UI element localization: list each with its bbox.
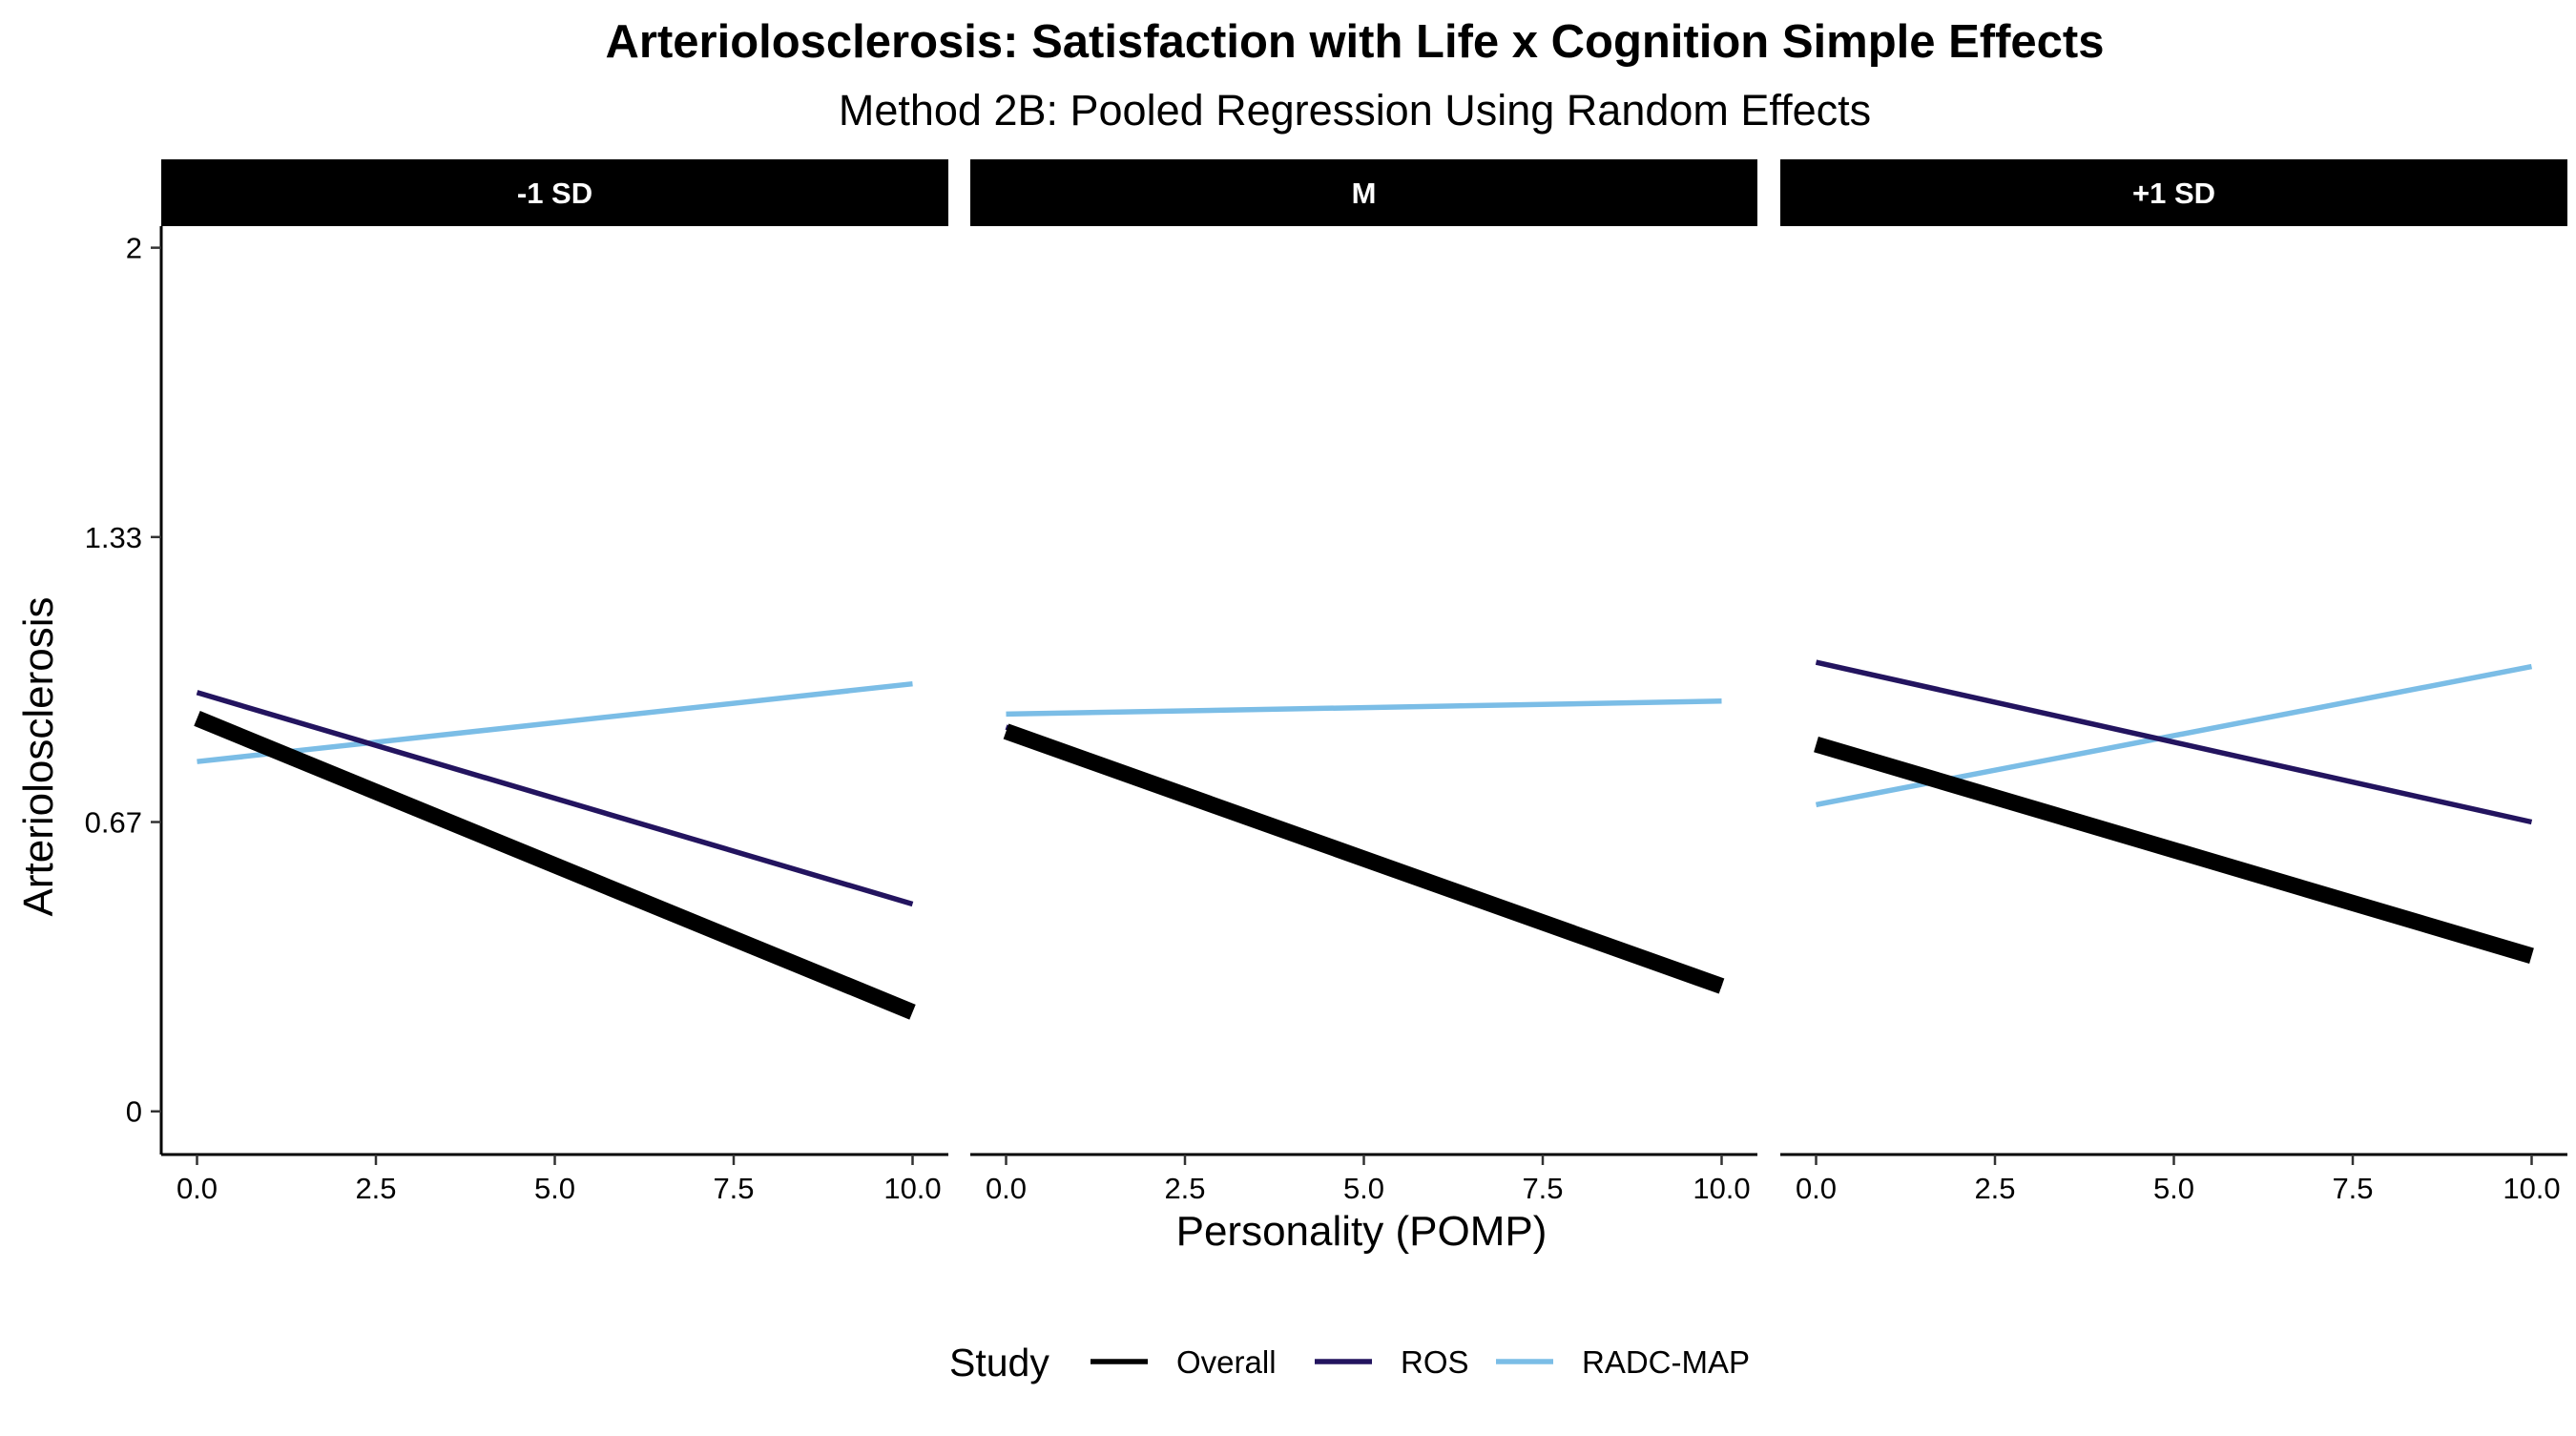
series-line-ros — [1815, 659, 2533, 825]
y-axis: 0 0.67 1.33 2 — [85, 226, 163, 1155]
x-tick-label: 2.5 — [355, 1172, 396, 1205]
y-tick-label: 1.33 — [85, 521, 142, 554]
x-axis-title: Personality (POMP) — [1176, 1208, 1548, 1255]
facet-panel: M 0.0 2.5 5.0 7.5 10.0 — [970, 159, 1757, 1205]
x-tick-label: 2.5 — [1974, 1172, 2015, 1205]
legend-title: Study — [949, 1341, 1049, 1384]
x-tick-label: 5.0 — [534, 1172, 575, 1205]
facet-panel: -1 SD 0.0 2.5 5.0 7.5 10.0 — [161, 159, 948, 1205]
series-line-radc-map — [1006, 698, 1722, 718]
series-line-radc-map — [197, 680, 913, 764]
series-line-overall — [1003, 723, 1725, 994]
series-line-overall — [194, 711, 916, 1020]
x-tick-label: 7.5 — [2332, 1172, 2373, 1205]
facet-strip — [161, 159, 948, 226]
chart-subtitle: Method 2B: Pooled Regression Using Rando… — [839, 86, 1871, 135]
x-tick-label: 7.5 — [1522, 1172, 1563, 1205]
x-tick-label: 10.0 — [883, 1172, 941, 1205]
x-tick-label: 5.0 — [1343, 1172, 1384, 1205]
facet-panels: -1 SD0.0 2.5 5.0 7.5 10.0M0.0 2.5 5.0 7.5 10.0+1… — [161, 159, 2567, 1205]
facet-panel: +1 SD 0.0 2.5 5.0 7.5 10.0 — [1780, 159, 2567, 1205]
x-tick-label: 10.0 — [2503, 1172, 2560, 1205]
x-tick-label: 2.5 — [1164, 1172, 1205, 1205]
y-tick-label: 2 — [126, 232, 142, 265]
facet-strip — [970, 159, 1757, 226]
y-axis-title: Arteriolosclerosis — [15, 597, 62, 917]
y-tick-label: 0 — [126, 1095, 142, 1129]
series-line-overall — [1814, 736, 2534, 964]
chart-title: Arteriolosclerosis: Satisfaction with Li… — [606, 16, 2105, 68]
x-tick-label: 10.0 — [1693, 1172, 1750, 1205]
x-tick-label: 0.0 — [177, 1172, 218, 1205]
series-line-ros — [196, 690, 914, 907]
x-tick-label: 5.0 — [2153, 1172, 2194, 1205]
facet-strip-label: +1 SD — [2132, 177, 2215, 210]
facet-strip — [1780, 159, 2567, 226]
x-tick-label: 0.0 — [1796, 1172, 1837, 1205]
legend: Study Overall ROS RADC-MAP — [949, 1341, 1750, 1384]
x-tick-label: 0.0 — [986, 1172, 1027, 1205]
legend-label: Overall — [1176, 1344, 1277, 1380]
y-tick-label: 0.67 — [85, 806, 142, 840]
x-tick-label: 7.5 — [713, 1172, 754, 1205]
facet-strip-label: M — [1352, 177, 1377, 210]
legend-label: ROS — [1401, 1344, 1469, 1380]
legend-label: RADC-MAP — [1582, 1344, 1750, 1380]
facet-strip-label: -1 SD — [517, 177, 592, 210]
